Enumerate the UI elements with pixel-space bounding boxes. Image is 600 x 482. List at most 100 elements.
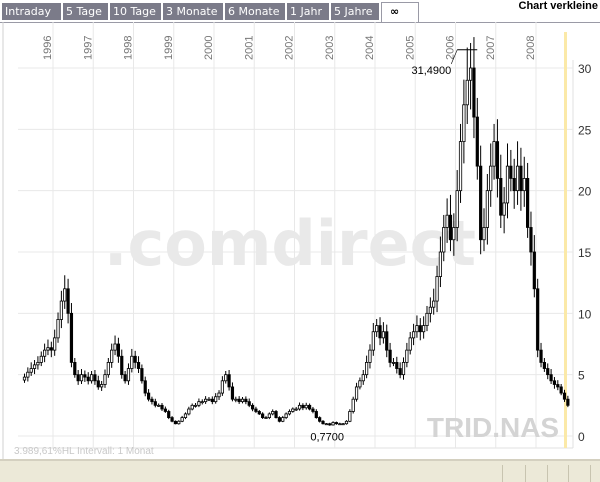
candle-body — [522, 177, 526, 192]
candle-body — [307, 404, 312, 410]
y-tick-label: 25 — [578, 123, 592, 137]
x-tick-label: 1997 — [82, 36, 94, 60]
candle-body — [425, 312, 429, 327]
candle-body — [375, 325, 379, 333]
candle-body — [398, 368, 402, 376]
candle-body — [371, 331, 375, 351]
candle-body — [324, 423, 328, 426]
candle-body — [559, 386, 563, 394]
candle-body — [458, 141, 463, 192]
candle-body — [405, 349, 409, 363]
candle-body — [59, 300, 63, 320]
candle-body — [318, 417, 322, 422]
candle-body — [338, 423, 342, 426]
candle-body — [267, 413, 271, 419]
candle-body — [361, 374, 365, 382]
footer-bar — [0, 459, 600, 482]
candle-body — [32, 364, 37, 369]
candle-body — [244, 398, 248, 403]
current-period-highlight — [564, 32, 567, 448]
candle-body — [395, 361, 399, 369]
candle-body — [170, 417, 174, 422]
candle-body — [344, 420, 349, 425]
x-tick-label: 1996 — [42, 36, 54, 60]
tab-4[interactable]: 6 Monate — [225, 3, 286, 20]
x-tick-label: 2000 — [203, 36, 215, 60]
x-tick-label: 2004 — [364, 36, 376, 60]
candle-body — [408, 337, 412, 351]
y-tick-label: 0 — [578, 430, 585, 444]
candle-body — [93, 374, 97, 382]
candle-body — [36, 361, 40, 366]
candle-body — [351, 398, 355, 412]
candle-body — [314, 411, 318, 419]
candle-body — [432, 300, 436, 308]
candle-body — [301, 404, 305, 409]
candle-body — [76, 374, 80, 382]
tab-3[interactable]: 3 Monate — [163, 3, 224, 20]
candle-body — [422, 325, 426, 333]
y-tick-label: 10 — [578, 307, 592, 321]
candle-body — [536, 288, 540, 351]
candle-body — [220, 380, 224, 394]
candle-body — [271, 411, 275, 415]
candle-body — [475, 116, 479, 167]
candle-body — [43, 349, 47, 357]
candle-body — [86, 376, 90, 382]
candle-body — [63, 288, 67, 302]
candle-body — [532, 251, 536, 290]
tab-5[interactable]: 1 Jahr — [287, 3, 330, 20]
candle-body — [190, 404, 194, 410]
divider — [547, 465, 548, 482]
candle-body — [214, 396, 218, 403]
candle-body — [207, 398, 211, 401]
candle-body — [381, 331, 385, 339]
tab-7[interactable]: ∞ — [381, 2, 419, 22]
candle-body — [140, 368, 144, 382]
tab-2[interactable]: 10 Tage — [110, 3, 162, 20]
candle-body — [566, 398, 570, 406]
divider — [568, 465, 569, 482]
candle-body — [240, 398, 245, 403]
candle-body — [261, 413, 265, 419]
candle-body — [539, 349, 543, 363]
x-tick-label: 2005 — [404, 36, 416, 60]
candle-body — [428, 306, 432, 314]
candle-body — [49, 347, 53, 351]
candle-body — [519, 165, 523, 192]
candle-body — [291, 408, 295, 412]
candle-body — [103, 374, 107, 385]
candle-body — [79, 374, 84, 382]
candle-body — [445, 214, 449, 228]
watermark-logo: .comdirect — [104, 207, 476, 280]
candle-body — [304, 404, 308, 409]
candle-body — [515, 165, 520, 192]
candle-body — [348, 411, 352, 422]
tab-0[interactable]: Intraday — [2, 3, 62, 20]
candle-body — [502, 202, 506, 216]
candle-body — [39, 355, 43, 363]
tab-1[interactable]: 5 Tage — [63, 3, 109, 20]
candle-body — [331, 422, 335, 426]
candle-body — [385, 331, 389, 351]
candle-body — [116, 343, 121, 357]
candle-body — [204, 398, 208, 403]
chart-shrink-link[interactable]: Chart verkleine — [518, 0, 598, 12]
tab-6[interactable]: 5 Jahre — [331, 3, 380, 20]
candle-body — [274, 411, 278, 419]
candle-body — [150, 398, 154, 403]
x-tick-label: 2006 — [445, 36, 457, 60]
candle-body — [237, 398, 241, 403]
candle-body — [442, 227, 446, 253]
candle-body — [465, 79, 469, 106]
candle-body — [26, 371, 30, 378]
candle-body — [556, 384, 560, 388]
candle-body — [46, 347, 50, 351]
candle-body — [69, 312, 74, 363]
candle-body — [482, 227, 486, 241]
candle-body — [247, 401, 251, 406]
candle-body — [100, 384, 104, 388]
candle-body — [415, 325, 419, 333]
candle-body — [167, 411, 171, 419]
candle-body — [66, 288, 70, 314]
